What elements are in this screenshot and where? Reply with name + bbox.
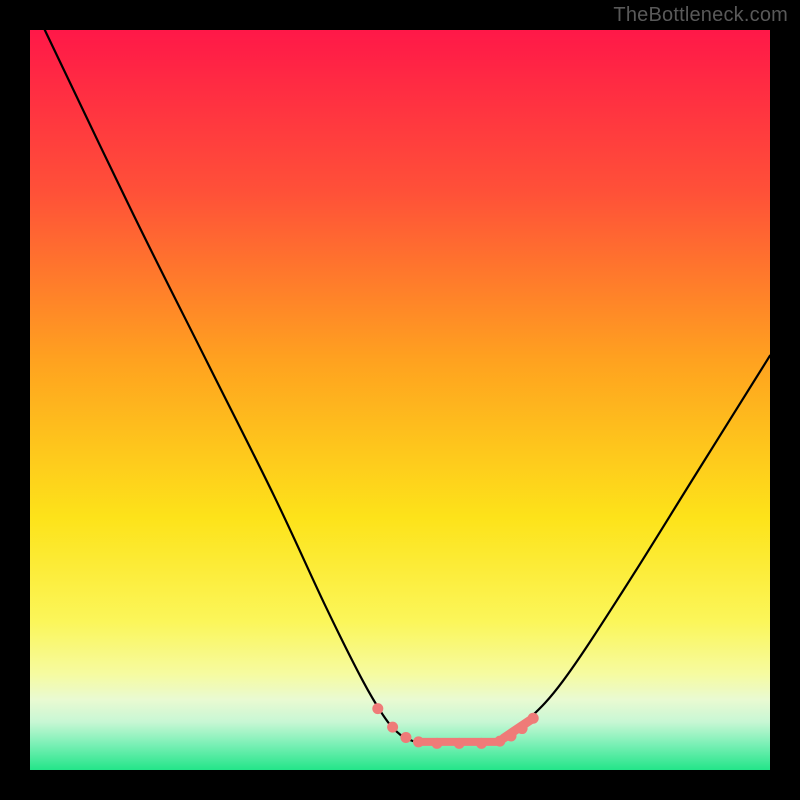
curve-marker bbox=[413, 736, 424, 747]
curve-marker bbox=[506, 730, 517, 741]
curve-marker bbox=[476, 738, 487, 749]
bottleneck-curve-chart bbox=[0, 0, 800, 800]
chart-container: TheBottleneck.com bbox=[0, 0, 800, 800]
curve-marker bbox=[494, 736, 505, 747]
plot-gradient-background bbox=[30, 30, 770, 770]
curve-marker bbox=[528, 713, 539, 724]
curve-marker bbox=[372, 703, 383, 714]
curve-marker bbox=[387, 722, 398, 733]
curve-marker bbox=[454, 738, 465, 749]
curve-marker bbox=[400, 732, 411, 743]
curve-marker bbox=[432, 738, 443, 749]
curve-marker bbox=[517, 723, 528, 734]
watermark-text: TheBottleneck.com bbox=[613, 4, 788, 27]
